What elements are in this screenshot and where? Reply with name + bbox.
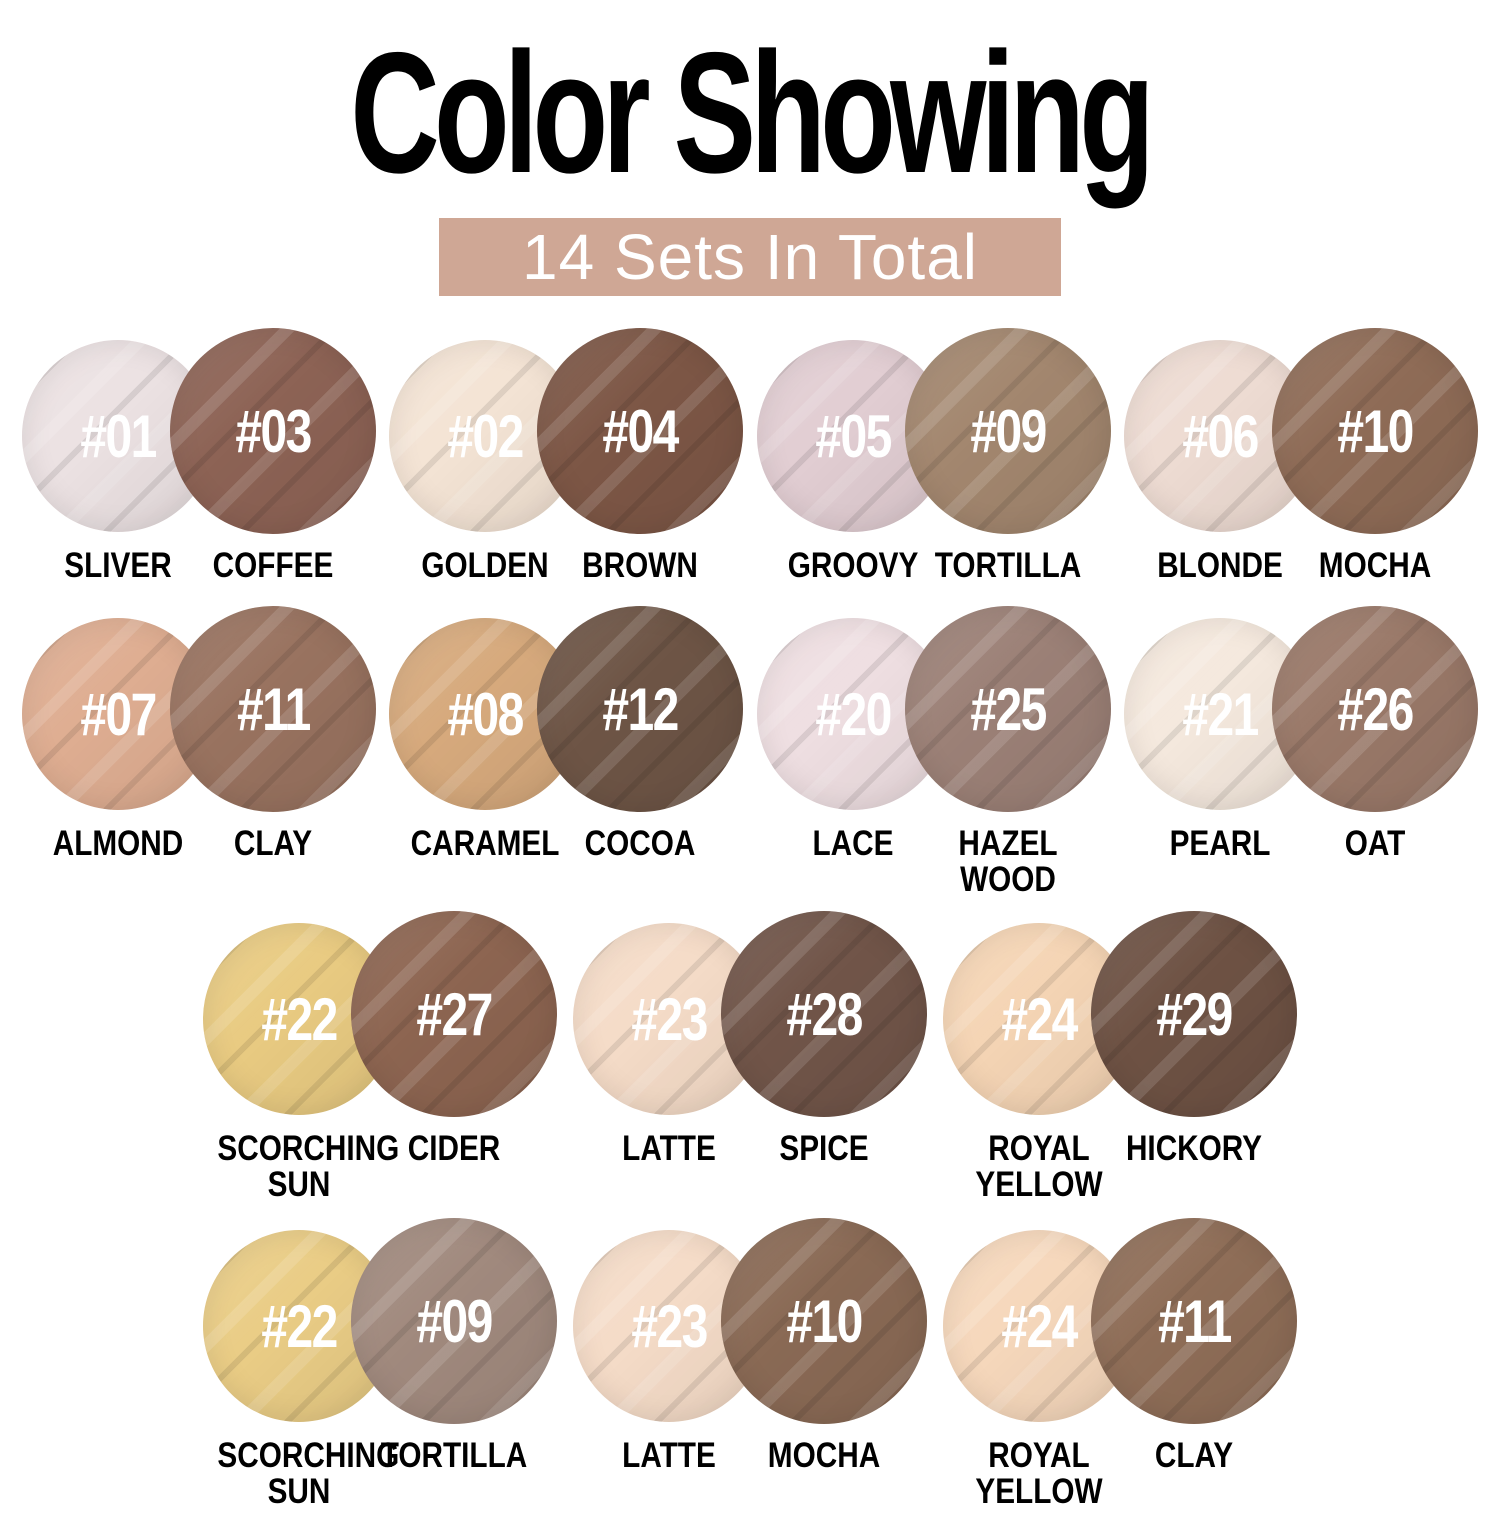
swatch-pair-22-09: #22 #09 SCORCHING SUN TORTILLA (203, 1218, 557, 1510)
shade-number: #09 (416, 1287, 493, 1355)
shade-circle-dark: #10 (721, 1218, 927, 1424)
shade-number: #24 (1001, 1292, 1078, 1360)
shade-number: #23 (631, 985, 708, 1053)
shade-name-label: HAZEL WOOD (958, 824, 1058, 900)
shade-number: #28 (786, 980, 863, 1048)
shade-number: #29 (1156, 980, 1233, 1048)
shade-name-label: LATTE (622, 1129, 716, 1168)
swatch-pair-07-11: #07 #11 ALMOND CLAY (22, 606, 376, 911)
shade-number: #03 (235, 397, 312, 465)
shade-name-label: ALMOND (52, 824, 184, 863)
shade-circle-light: #05 (756, 340, 949, 532)
shade-circle-dark: #09 (351, 1218, 557, 1424)
swatch-row-1: #01 #03 SLIVER COFFEE #02 #04 GOLDEN BRO… (0, 328, 1500, 606)
shade-name-label: LACE (812, 824, 894, 863)
shade-name-label: TORTILLA (380, 1436, 528, 1475)
swatch-pair-21-26: #21 #26 PEARL OAT (1123, 606, 1478, 911)
shade-number: #22 (261, 1292, 338, 1360)
swatch-pair-23-28: #23 #28 LATTE SPICE (573, 911, 927, 1218)
shade-number: #27 (416, 980, 493, 1048)
shade-name-label: COCOA (584, 824, 696, 863)
swatch-pair-02-04: #02 #04 GOLDEN BROWN (389, 328, 744, 606)
swatch-pair-06-10: #06 #10 BLONDE MOCHA (1123, 328, 1478, 606)
shade-number: #20 (815, 680, 892, 748)
shade-number: #12 (602, 675, 680, 743)
shade-circle-dark: #09 (904, 328, 1111, 534)
shade-number: #06 (1182, 402, 1259, 470)
shade-name-label: MOCHA (767, 1436, 881, 1475)
shade-name-label: BROWN (582, 546, 699, 585)
swatch-row-4: #22 #09 SCORCHING SUN TORTILLA #23 #10 L… (0, 1218, 1500, 1510)
header: Color Showing (0, 17, 1500, 212)
shade-number: #10 (786, 1287, 863, 1355)
page-title: Color Showing (350, 17, 1156, 209)
swatch-pair-01-03: #01 #03 SLIVER COFFEE (22, 328, 376, 606)
shade-number: #23 (631, 1292, 708, 1360)
shade-name-label: ROYAL YELLOW (975, 1129, 1103, 1205)
swatch-row-3: #22 #27 SCORCHING SUN CIDER #23 #28 LATT… (0, 911, 1500, 1218)
shade-circle-dark: #11 (1091, 1218, 1297, 1424)
shade-circle-dark: #28 (721, 911, 927, 1117)
shade-name-label: GOLDEN (421, 546, 549, 585)
shade-name-label: SCORCHING SUN (217, 1129, 400, 1205)
shade-name-label: MOCHA (1318, 546, 1432, 585)
shade-circle-light: #07 (22, 618, 214, 810)
swatch-pair-23-10: #23 #10 LATTE MOCHA (573, 1218, 927, 1508)
swatch-row-2: #07 #11 ALMOND CLAY #08 #12 CARAMEL COCO… (0, 606, 1500, 911)
shade-number: #11 (236, 675, 311, 743)
shade-name-label: CLAY (233, 824, 313, 863)
swatch-pair-20-25: #20 #25 LACE HAZEL WOOD (756, 606, 1111, 911)
shade-circle-dark: #29 (1091, 911, 1297, 1117)
shade-name-label: LATTE (622, 1436, 716, 1475)
shade-number: #25 (970, 675, 1047, 743)
swatch-pair-22-27: #22 #27 SCORCHING SUN CIDER (203, 911, 557, 1218)
swatch-pair-08-12: #08 #12 CARAMEL COCOA (389, 606, 744, 911)
shade-name-label: COFFEE (212, 546, 334, 585)
subtitle-badge: 14 Sets In Total (439, 218, 1061, 296)
shade-circle-dark: #04 (537, 328, 744, 534)
shade-number: #22 (261, 985, 338, 1053)
shade-name-label: OAT (1344, 824, 1406, 863)
shade-name-label: GROOVY (787, 546, 918, 585)
shade-number: #07 (80, 680, 157, 748)
shade-circle-dark: #25 (904, 606, 1111, 812)
shade-number: #09 (970, 397, 1047, 465)
shade-number: #02 (447, 402, 525, 470)
shade-name-label: CARAMEL (410, 824, 560, 863)
shade-number: #05 (815, 402, 892, 470)
shade-circle-dark: #11 (170, 606, 376, 812)
shade-number: #08 (447, 680, 525, 748)
swatch-pair-24-11: #24 #11 ROYAL YELLOW CLAY (943, 1218, 1297, 1510)
shade-name-label: SPICE (779, 1129, 869, 1168)
shade-name-label: TORTILLA (934, 546, 1081, 585)
shade-circle-dark: #03 (170, 328, 376, 534)
shade-circle-dark: #26 (1271, 606, 1478, 812)
swatch-pair-24-29: #24 #29 ROYAL YELLOW HICKORY (943, 911, 1297, 1218)
shade-number: #10 (1337, 397, 1414, 465)
shade-circle-dark: #10 (1271, 328, 1478, 534)
swatch-pair-05-09: #05 #09 GROOVY TORTILLA (756, 328, 1111, 606)
shade-name-label: CIDER (407, 1129, 501, 1168)
shade-circle-light: #02 (389, 340, 582, 532)
shade-name-label: PEARL (1169, 824, 1271, 863)
shade-number: #01 (80, 402, 157, 470)
shade-name-label: HICKORY (1125, 1129, 1263, 1168)
shade-number: #24 (1001, 985, 1078, 1053)
shade-name-label: CLAY (1154, 1436, 1234, 1475)
shade-number: #04 (602, 397, 680, 465)
shade-number: #21 (1182, 680, 1259, 748)
shade-number: #26 (1337, 675, 1414, 743)
shade-circle-dark: #27 (351, 911, 557, 1117)
shade-name-label: BLONDE (1157, 546, 1283, 585)
shade-circle-dark: #12 (537, 606, 744, 812)
shade-number: #11 (1157, 1287, 1232, 1355)
shade-name-label: SLIVER (64, 546, 172, 585)
